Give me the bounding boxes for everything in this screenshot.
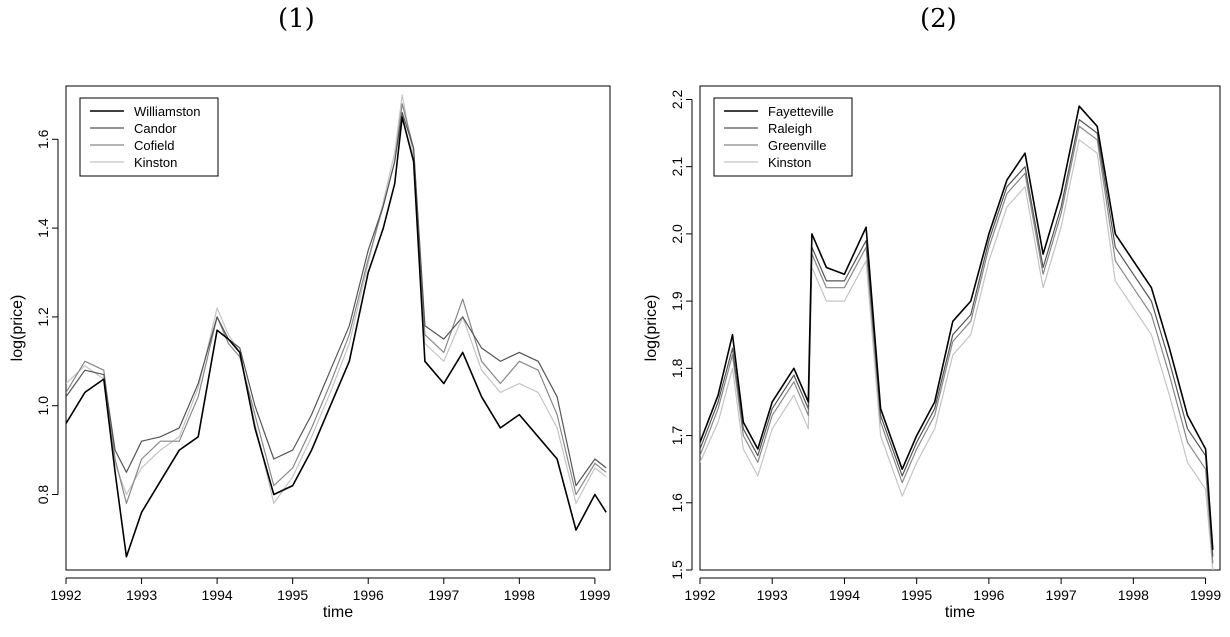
x-tick-label: 1999 xyxy=(1190,587,1221,603)
y-tick-label: 1.4 xyxy=(35,218,51,238)
legend-label: Kinston xyxy=(768,155,811,170)
x-tick-label: 1999 xyxy=(579,587,610,603)
plot-frame xyxy=(65,85,611,571)
series-line-williamston xyxy=(66,116,607,558)
x-tick-label: 1992 xyxy=(684,587,715,603)
series-group xyxy=(700,105,1214,570)
x-tick-label: 1995 xyxy=(277,587,308,603)
panel-2-title: (2) xyxy=(920,4,957,34)
series-group xyxy=(66,94,607,558)
y-tick-label: 1.7 xyxy=(669,426,685,446)
x-tick-label: 1997 xyxy=(428,587,459,603)
legend-label: Williamston xyxy=(134,104,200,119)
x-axis: 1992 1993 1994 1995 1996 1997 1998 1999 time xyxy=(50,577,611,621)
series-line-kinston xyxy=(700,139,1214,570)
x-axis: 1992 1993 1994 1995 1996 1997 1998 1999 time xyxy=(684,577,1221,621)
chart-2: 1992 1993 1994 1995 1996 1997 1998 1999time1.51… xyxy=(643,85,1221,621)
legend: Williamston Candor Cofield Kinston xyxy=(79,97,219,177)
series-line-candor xyxy=(66,111,607,487)
y-axis-title: log(price) xyxy=(9,295,26,362)
legend-label: Raleigh xyxy=(768,121,812,136)
x-tick-label: 1992 xyxy=(50,587,81,603)
legend-label: Kinston xyxy=(134,155,177,170)
chart-1: 1992 1993 1994 1995 1996 1997 1998 1999 time 0.8 1… xyxy=(9,85,611,621)
y-tick-label: 1.5 xyxy=(669,560,685,580)
x-tick-label: 1997 xyxy=(1046,587,1077,603)
series-line-cofield xyxy=(66,103,607,504)
legend-label: Cofield xyxy=(134,138,174,153)
x-tick-label: 1993 xyxy=(126,587,157,603)
y-tick-label: 1.0 xyxy=(35,396,51,416)
legend: Fayetteville Raleigh Greenville Kinston xyxy=(713,97,853,177)
y-axis: 0.8 1.0 1.2 1.4 1.6 log(price) xyxy=(9,129,59,505)
y-tick-label: 1.6 xyxy=(669,493,685,513)
legend-label: Greenville xyxy=(768,138,827,153)
y-tick-label: 2.0 xyxy=(669,224,685,244)
y-tick-label: 1.6 xyxy=(35,129,51,149)
series-line-kinston xyxy=(66,94,607,504)
y-tick-label: 2.2 xyxy=(669,90,685,110)
x-axis-title: time xyxy=(323,604,353,621)
series-line-raleigh xyxy=(700,118,1214,557)
x-tick-label: 1996 xyxy=(973,587,1004,603)
x-tick-label: 1998 xyxy=(1118,587,1149,603)
legend-label: Fayetteville xyxy=(768,104,834,119)
y-tick-label: 0.8 xyxy=(35,485,51,505)
y-tick-label: 1.8 xyxy=(669,358,685,378)
y-tick-label: 1.9 xyxy=(669,291,685,311)
x-tick-label: 1998 xyxy=(504,587,535,603)
x-axis-title: time xyxy=(945,604,975,621)
x-tick-label: 1993 xyxy=(757,587,788,603)
plot-frame xyxy=(699,85,1221,571)
y-axis: 1.5 1.6 1.7 1.8 1.9 2.0 2.1 2.2 log(price) xyxy=(643,90,693,580)
x-tick-label: 1994 xyxy=(202,587,233,603)
panel-1-title: (1) xyxy=(278,4,315,34)
x-tick-label: 1994 xyxy=(829,587,860,603)
y-tick-label: 1.2 xyxy=(35,307,51,327)
legend-label: Candor xyxy=(134,121,177,136)
series-line-greenville xyxy=(700,125,1214,564)
x-tick-label: 1996 xyxy=(353,587,384,603)
y-axis-title: log(price) xyxy=(643,295,660,362)
x-tick-label: 1995 xyxy=(901,587,932,603)
series-line-fayetteville xyxy=(700,105,1214,550)
y-tick-label: 2.1 xyxy=(669,157,685,177)
